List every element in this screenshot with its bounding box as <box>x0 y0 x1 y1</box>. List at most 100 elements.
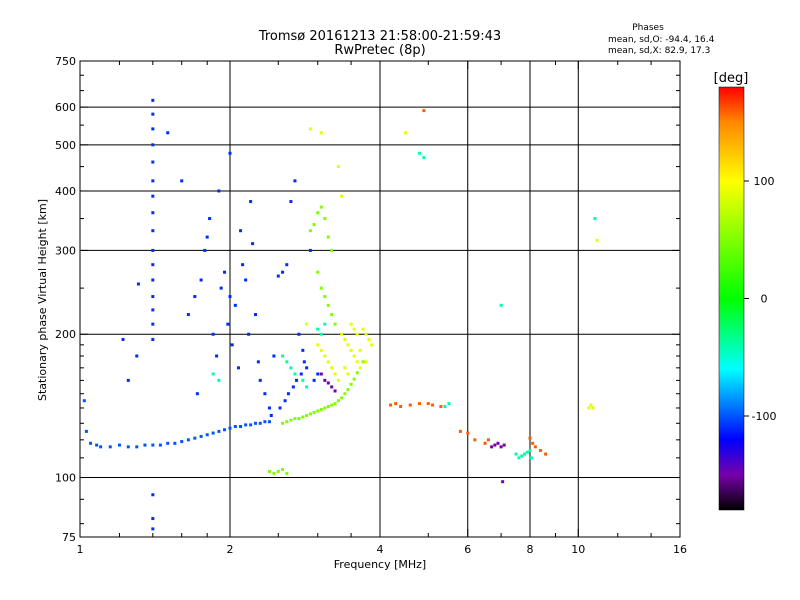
data-point <box>336 165 340 169</box>
data-point <box>330 248 334 252</box>
data-point <box>426 402 430 406</box>
data-point <box>417 151 421 155</box>
data-point <box>151 278 155 282</box>
data-point <box>343 366 347 370</box>
data-point <box>267 406 271 410</box>
data-point <box>394 402 398 406</box>
data-point <box>151 443 155 447</box>
data-point <box>417 402 421 406</box>
data-point <box>151 337 155 341</box>
y-tick-label: 300 <box>55 244 76 257</box>
data-point <box>523 452 527 456</box>
grid-lines <box>80 61 680 537</box>
data-point <box>166 131 170 135</box>
data-point <box>233 303 237 307</box>
data-points <box>82 98 599 531</box>
data-point <box>151 308 155 312</box>
data-point <box>151 517 155 521</box>
data-point <box>256 360 260 364</box>
data-point <box>333 389 337 393</box>
data-point <box>316 270 320 274</box>
axis-ticks: 1 2 4 6 8 10 16 75 100 200 300 400 500 600 750 <box>55 55 687 556</box>
chart-subtitle: RwPretec (8p) <box>334 43 425 58</box>
data-point <box>308 248 312 252</box>
data-point <box>301 348 305 352</box>
y-axis-label: Stationary phase Virtual Height [km] <box>36 199 49 401</box>
data-point <box>355 360 359 364</box>
data-point <box>295 378 299 382</box>
data-point <box>297 332 301 336</box>
data-point <box>422 109 426 113</box>
data-point <box>422 156 426 160</box>
colorbar-tick-label: 100 <box>754 175 775 188</box>
data-point <box>408 403 412 407</box>
data-point <box>236 366 240 370</box>
data-point <box>281 354 285 358</box>
data-point <box>211 431 215 435</box>
data-point <box>253 313 257 317</box>
data-point <box>319 332 323 336</box>
data-point <box>151 322 155 326</box>
data-point <box>151 179 155 183</box>
data-point <box>285 263 289 267</box>
data-point <box>276 274 280 278</box>
data-point <box>291 385 295 389</box>
data-point <box>151 160 155 164</box>
data-point <box>496 441 500 445</box>
data-point <box>297 417 301 421</box>
x-tick-label: 2 <box>227 543 234 556</box>
data-point <box>591 406 595 410</box>
data-point <box>343 337 347 341</box>
data-point <box>431 403 435 407</box>
data-point <box>333 372 337 376</box>
data-point <box>305 366 309 370</box>
data-point <box>326 360 330 364</box>
data-point <box>529 456 533 460</box>
data-point <box>244 423 248 427</box>
data-point <box>308 127 312 131</box>
data-point <box>135 354 139 358</box>
data-point <box>319 131 323 135</box>
phases-legend-o: mean, sd,O: -94.4, 16.4 <box>608 35 715 45</box>
data-point <box>126 445 130 449</box>
colorbar-ticks: 100 0 -100 <box>744 175 776 423</box>
data-point <box>289 200 293 204</box>
data-point <box>151 211 155 215</box>
data-point <box>447 402 451 406</box>
data-point <box>517 456 521 460</box>
data-point <box>349 348 353 352</box>
data-point <box>217 378 221 382</box>
data-point <box>151 295 155 299</box>
data-point <box>346 343 350 347</box>
data-point <box>439 405 443 409</box>
data-point <box>135 445 139 449</box>
data-point <box>403 131 407 135</box>
data-point <box>330 366 334 370</box>
data-point <box>84 429 88 433</box>
data-point <box>539 448 543 452</box>
data-point <box>151 229 155 233</box>
data-point <box>249 200 253 204</box>
data-point <box>305 413 309 417</box>
data-point <box>186 438 190 442</box>
data-point <box>166 441 170 445</box>
data-point <box>323 217 327 221</box>
data-point <box>352 327 356 331</box>
data-point <box>285 420 289 424</box>
phases-legend-title: Phases <box>632 23 664 33</box>
data-point <box>544 452 548 456</box>
data-point <box>126 378 130 382</box>
data-point <box>533 445 537 449</box>
data-point <box>520 454 524 458</box>
x-tick-label: 8 <box>527 543 534 556</box>
data-point <box>352 377 356 381</box>
data-point <box>253 421 257 425</box>
data-point <box>281 421 285 425</box>
data-point <box>199 434 203 438</box>
data-point <box>316 343 320 347</box>
data-point <box>293 372 297 376</box>
data-point <box>330 403 334 407</box>
data-point <box>490 445 494 449</box>
data-point <box>151 493 155 497</box>
data-point <box>458 429 462 433</box>
